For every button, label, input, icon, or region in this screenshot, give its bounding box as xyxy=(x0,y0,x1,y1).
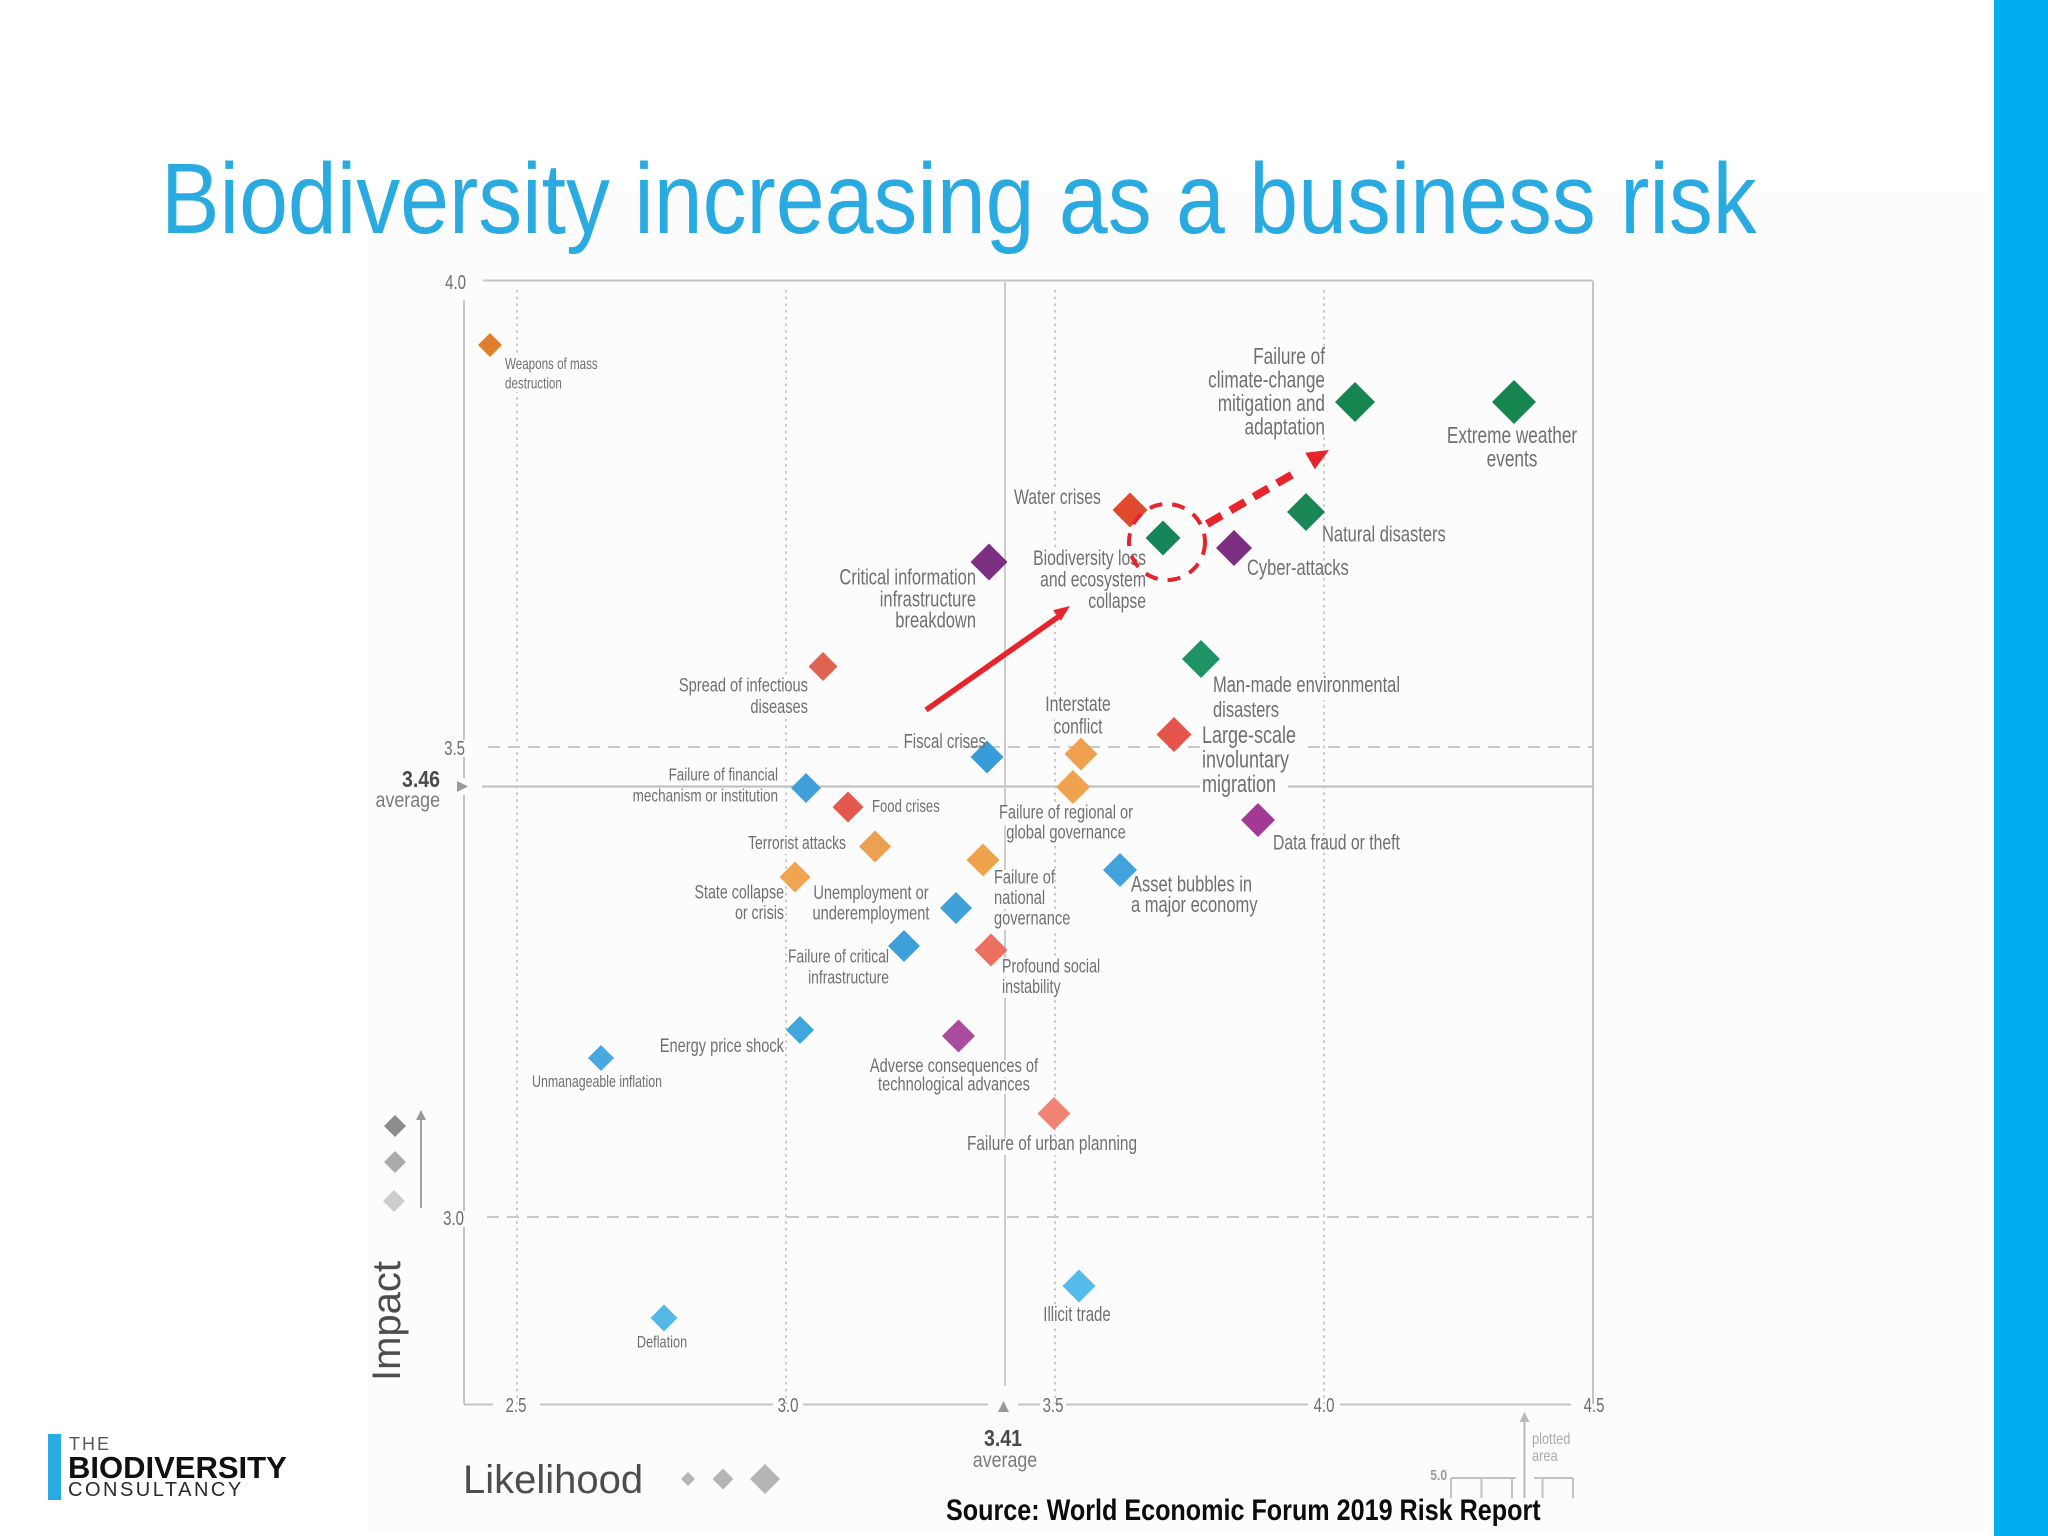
svg-text:a major economy: a major economy xyxy=(1131,893,1258,918)
svg-text:Cyber-attacks: Cyber-attacks xyxy=(1247,556,1349,581)
svg-text:Terrorist attacks: Terrorist attacks xyxy=(748,833,846,853)
svg-text:Failure of critical: Failure of critical xyxy=(788,947,889,967)
svg-text:involuntary: involuntary xyxy=(1202,747,1289,773)
svg-text:Critical information: Critical information xyxy=(839,565,976,590)
svg-text:Food crises: Food crises xyxy=(872,797,940,816)
svg-text:underemployment: underemployment xyxy=(813,901,930,924)
svg-text:mitigation and: mitigation and xyxy=(1218,392,1325,417)
svg-text:Asset bubbles in: Asset bubbles in xyxy=(1131,872,1252,897)
svg-text:diseases: diseases xyxy=(750,695,808,718)
svg-text:Fiscal crises: Fiscal crises xyxy=(904,730,987,753)
svg-text:breakdown: breakdown xyxy=(895,608,976,633)
svg-text:mechanism or institution: mechanism or institution xyxy=(633,787,778,806)
svg-text:Unmanageable inflation: Unmanageable inflation xyxy=(532,1073,662,1091)
svg-text:plotted: plotted xyxy=(1532,1431,1570,1449)
svg-text:migration: migration xyxy=(1202,772,1276,798)
svg-text:3.46: 3.46 xyxy=(402,767,440,793)
svg-text:2.5: 2.5 xyxy=(506,1394,527,1417)
svg-text:Impact: Impact xyxy=(365,1261,409,1381)
svg-text:infrastructure: infrastructure xyxy=(880,587,976,612)
svg-text:4.5: 4.5 xyxy=(1584,1394,1605,1417)
svg-text:Illicit trade: Illicit trade xyxy=(1043,1303,1111,1326)
svg-text:Interstate: Interstate xyxy=(1045,692,1111,716)
svg-text:technological advances: technological advances xyxy=(878,1072,1030,1095)
svg-text:area: area xyxy=(1532,1448,1558,1466)
svg-text:Failure of: Failure of xyxy=(994,865,1055,888)
svg-text:Failure of regional or: Failure of regional or xyxy=(999,800,1133,823)
svg-text:destruction: destruction xyxy=(505,375,562,392)
svg-text:Extreme weather: Extreme weather xyxy=(1447,424,1577,449)
svg-text:Unemployment or: Unemployment or xyxy=(813,881,929,904)
svg-text:governance: governance xyxy=(994,906,1070,929)
svg-text:Natural disasters: Natural disasters xyxy=(1322,522,1446,547)
svg-text:4.0: 4.0 xyxy=(445,271,466,294)
svg-text:Biodiversity loss: Biodiversity loss xyxy=(1033,546,1146,570)
svg-text:Water crises: Water crises xyxy=(1014,485,1101,509)
svg-text:3.41: 3.41 xyxy=(984,1426,1022,1452)
svg-text:State collapse: State collapse xyxy=(695,881,784,902)
svg-text:average: average xyxy=(973,1449,1037,1473)
svg-text:Spread of infectious: Spread of infectious xyxy=(679,673,808,696)
svg-text:3.0: 3.0 xyxy=(778,1394,799,1417)
svg-text:Profound social: Profound social xyxy=(1002,955,1100,976)
svg-text:4.0: 4.0 xyxy=(1314,1394,1335,1417)
svg-text:infrastructure: infrastructure xyxy=(808,968,889,988)
svg-text:average: average xyxy=(376,789,440,813)
svg-text:Likelihood: Likelihood xyxy=(463,1458,643,1502)
svg-text:Man-made environmental: Man-made environmental xyxy=(1213,673,1400,698)
svg-text:Adverse consequences of: Adverse consequences of xyxy=(870,1054,1038,1077)
svg-text:3.0: 3.0 xyxy=(443,1207,464,1230)
svg-text:Energy price shock: Energy price shock xyxy=(660,1034,785,1057)
svg-text:conflict: conflict xyxy=(1054,714,1104,738)
svg-text:climate-change: climate-change xyxy=(1208,368,1325,393)
svg-text:3.5: 3.5 xyxy=(1043,1394,1064,1417)
svg-text:adaptation: adaptation xyxy=(1244,415,1325,440)
svg-text:global governance: global governance xyxy=(1006,820,1125,843)
svg-text:national: national xyxy=(994,886,1045,909)
svg-text:Failure of: Failure of xyxy=(1253,345,1325,370)
svg-text:Failure of financial: Failure of financial xyxy=(669,766,778,785)
svg-text:and ecosystem: and ecosystem xyxy=(1040,567,1146,591)
svg-text:Large-scale: Large-scale xyxy=(1202,723,1296,749)
svg-text:3.5: 3.5 xyxy=(444,737,465,760)
svg-text:5.0: 5.0 xyxy=(1430,1467,1447,1484)
svg-text:instability: instability xyxy=(1002,976,1061,997)
svg-text:Weapons of mass: Weapons of mass xyxy=(505,355,598,372)
svg-text:Data fraud or theft: Data fraud or theft xyxy=(1273,830,1401,854)
svg-text:disasters: disasters xyxy=(1213,698,1279,723)
svg-text:or crisis: or crisis xyxy=(735,902,784,923)
svg-text:Deflation: Deflation xyxy=(637,1333,687,1352)
svg-text:events: events xyxy=(1487,447,1538,472)
svg-text:collapse: collapse xyxy=(1088,589,1146,613)
svg-text:Failure of urban planning: Failure of urban planning xyxy=(967,1132,1137,1155)
